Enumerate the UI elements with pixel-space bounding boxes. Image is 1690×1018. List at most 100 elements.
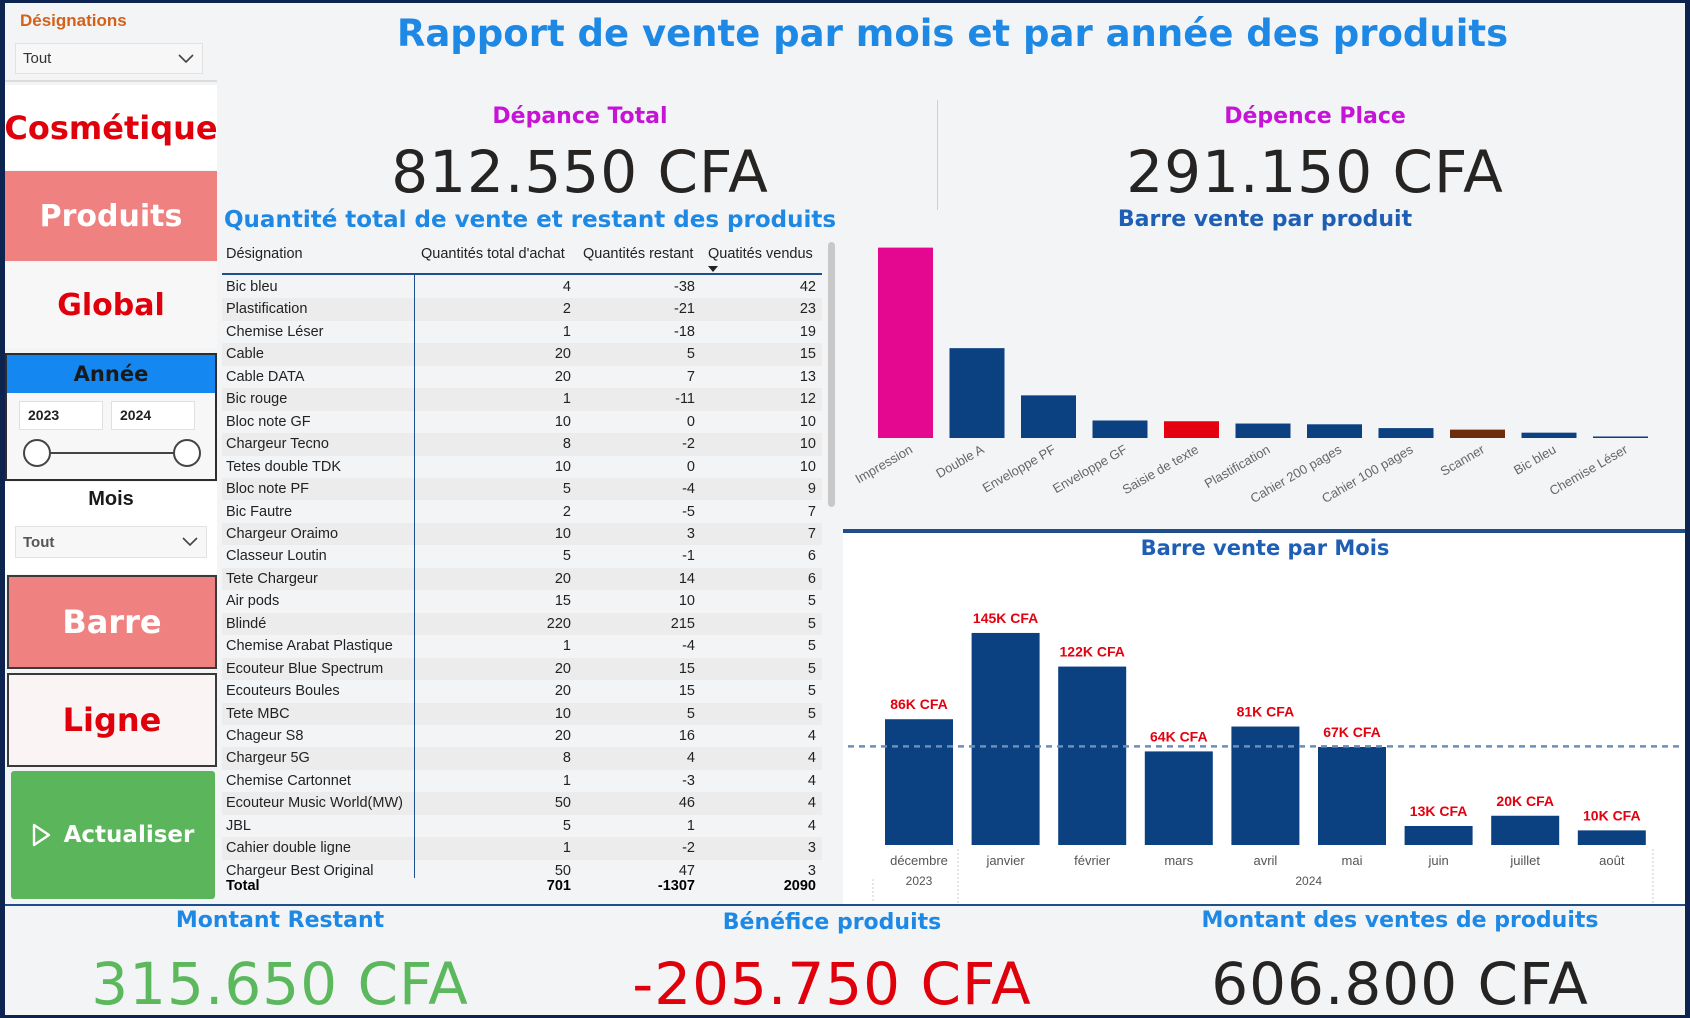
cell-achat: 10 — [554, 525, 571, 542]
total-vendus: 2090 — [783, 878, 816, 894]
nav-produits-button[interactable]: Produits — [5, 171, 217, 261]
cell-designation: Ecouteurs Boules — [226, 683, 340, 700]
table-row[interactable]: Bic Fautre 2 -5 7 — [222, 501, 822, 523]
table-title: Quantité total de vente et restant des p… — [224, 207, 837, 233]
table-row[interactable]: Bloc note PF 5 -4 9 — [222, 478, 822, 501]
cell-designation: Blindé — [226, 615, 267, 632]
x-tick-label: Saisie de texte — [1120, 442, 1201, 498]
montant-ventes-value: 606.800 CFA — [1211, 950, 1589, 1018]
table-row[interactable]: Ecouteur Music World(MW) 50 46 4 — [222, 792, 822, 815]
sales-table[interactable]: Désignation Quantités total d'achat Quan… — [222, 242, 822, 897]
table-row[interactable]: Tetes double TDK 10 0 10 — [222, 456, 822, 478]
cell-designation: Bic rouge — [226, 391, 288, 408]
year-slider-handle-end[interactable] — [173, 439, 201, 467]
table-row[interactable]: Classeur Loutin 5 -1 6 — [222, 545, 822, 567]
table-row[interactable]: Chemise Cartonnet 1 -3 4 — [222, 770, 822, 792]
table-row[interactable]: Chageur S8 20 16 4 — [222, 725, 822, 747]
column-header-restant[interactable]: Quantités restant — [583, 246, 694, 262]
total-achat: 701 — [546, 878, 571, 894]
cell-achat: 20 — [554, 660, 571, 677]
cell-vendus: 4 — [807, 772, 816, 789]
bar — [1021, 395, 1076, 438]
x-tick-label: Impression — [852, 442, 915, 487]
cell-vendus: 6 — [807, 570, 816, 587]
table-row[interactable]: Bloc note GF 10 0 10 — [222, 411, 822, 433]
ligne-button[interactable]: Ligne — [7, 673, 217, 767]
cell-restant: 5 — [686, 705, 695, 722]
x-tick-label: août — [1599, 853, 1625, 868]
nav-cosmetique-label: Cosmétique — [4, 108, 218, 147]
cell-designation: Plastification — [226, 301, 308, 318]
designations-value: Tout — [23, 50, 52, 67]
designations-dropdown[interactable]: Tout — [15, 43, 203, 74]
table-row[interactable]: Plastification 2 -21 23 — [222, 298, 822, 321]
sidebar: Désignations Tout Cosmétique Produits Gl… — [4, 3, 218, 1015]
table-row[interactable]: Chargeur Oraimo 10 3 7 — [222, 522, 822, 546]
cell-designation: Ecouteur Music World(MW) — [226, 795, 403, 812]
table-row[interactable]: Chargeur 5G 8 4 4 — [222, 747, 822, 770]
bar — [1231, 726, 1300, 845]
table-scrollbar[interactable] — [828, 242, 835, 507]
nav-global-button[interactable]: Global — [5, 263, 217, 348]
table-row[interactable]: Bic rouge 1 -11 12 — [222, 388, 822, 411]
column-header-vendus[interactable]: Quatités vendus — [708, 246, 813, 262]
nav-cosmetique-button[interactable]: Cosmétique — [4, 85, 218, 170]
column-header-achat[interactable]: Quantités total d'achat — [421, 246, 565, 262]
x-tick-label: mai — [1342, 853, 1363, 868]
cell-designation: Chargeur Oraimo — [226, 525, 339, 542]
bar — [1164, 421, 1219, 438]
cell-vendus: 7 — [807, 503, 816, 520]
table-row[interactable]: Tete MBC 10 5 5 — [222, 702, 822, 725]
cell-vendus: 3 — [807, 862, 816, 879]
cell-achat: 220 — [546, 615, 571, 632]
refresh-button[interactable]: Actualiser — [11, 771, 215, 899]
year-slider-track[interactable] — [37, 452, 187, 454]
table-row[interactable]: Ecouteurs Boules 20 15 5 — [222, 680, 822, 702]
depense-total-label: Dépance Total — [492, 104, 668, 129]
cell-vendus: 6 — [807, 548, 816, 565]
table-row[interactable]: Chargeur Tecno 8 -2 10 — [222, 433, 822, 456]
depense-place-label: Dépence Place — [1224, 104, 1406, 129]
table-row[interactable]: Bic bleu 4 -38 42 — [222, 276, 822, 298]
refresh-label: Actualiser — [63, 822, 195, 848]
cell-restant: 46 — [678, 795, 695, 812]
table-row[interactable]: Cahier double ligne 1 -2 3 — [222, 837, 822, 860]
table-row[interactable]: JBL 5 1 4 — [222, 815, 822, 837]
cell-restant: 1 — [686, 817, 695, 834]
cell-restant: 14 — [678, 570, 695, 587]
bar — [1318, 747, 1386, 845]
data-label: 20K CFA — [1496, 793, 1554, 809]
data-label: 10K CFA — [1583, 807, 1641, 823]
cell-achat: 1 — [562, 391, 571, 408]
data-label: 67K CFA — [1323, 724, 1381, 740]
table-row[interactable]: Chemise Léser 1 -18 19 — [222, 321, 822, 343]
barre-button[interactable]: Barre — [7, 575, 217, 669]
table-row[interactable]: Cable 20 5 15 — [222, 343, 822, 366]
cell-achat: 20 — [554, 728, 571, 744]
year-to-input[interactable]: 2024 — [111, 401, 195, 430]
table-row[interactable]: Tete Chargeur 20 14 6 — [222, 567, 822, 591]
cell-restant: 5 — [686, 346, 695, 363]
table-row[interactable]: Blindé 220 215 5 — [222, 612, 822, 636]
cell-achat: 20 — [554, 346, 571, 363]
ligne-label: Ligne — [62, 701, 162, 739]
column-header-designation[interactable]: Désignation — [226, 246, 303, 262]
cell-restant: 15 — [678, 683, 695, 700]
year-from-input[interactable]: 2023 — [19, 401, 103, 430]
annee-header: Année — [7, 355, 215, 393]
year-slider-handle-start[interactable] — [23, 439, 51, 467]
cell-designation: Bic bleu — [226, 279, 278, 295]
table-row[interactable]: Ecouteur Blue Spectrum 20 15 5 — [222, 657, 822, 681]
table-row[interactable]: Air pods 15 10 5 — [222, 590, 822, 612]
table-row[interactable]: Chemise Arabat Plastique 1 -4 5 — [222, 635, 822, 657]
cell-designation: JBL — [226, 817, 251, 834]
cell-achat: 50 — [554, 795, 571, 812]
mois-dropdown[interactable]: Tout — [15, 526, 207, 558]
x-tick-label: Enveloppe GF — [1050, 442, 1130, 497]
table-row[interactable]: Chargeur Best Original 50 47 3 — [222, 860, 822, 882]
bar — [1593, 436, 1648, 438]
table-row[interactable]: Cable DATA 20 7 13 — [222, 366, 822, 388]
bar — [1144, 751, 1213, 845]
data-label: 13K CFA — [1410, 803, 1468, 819]
